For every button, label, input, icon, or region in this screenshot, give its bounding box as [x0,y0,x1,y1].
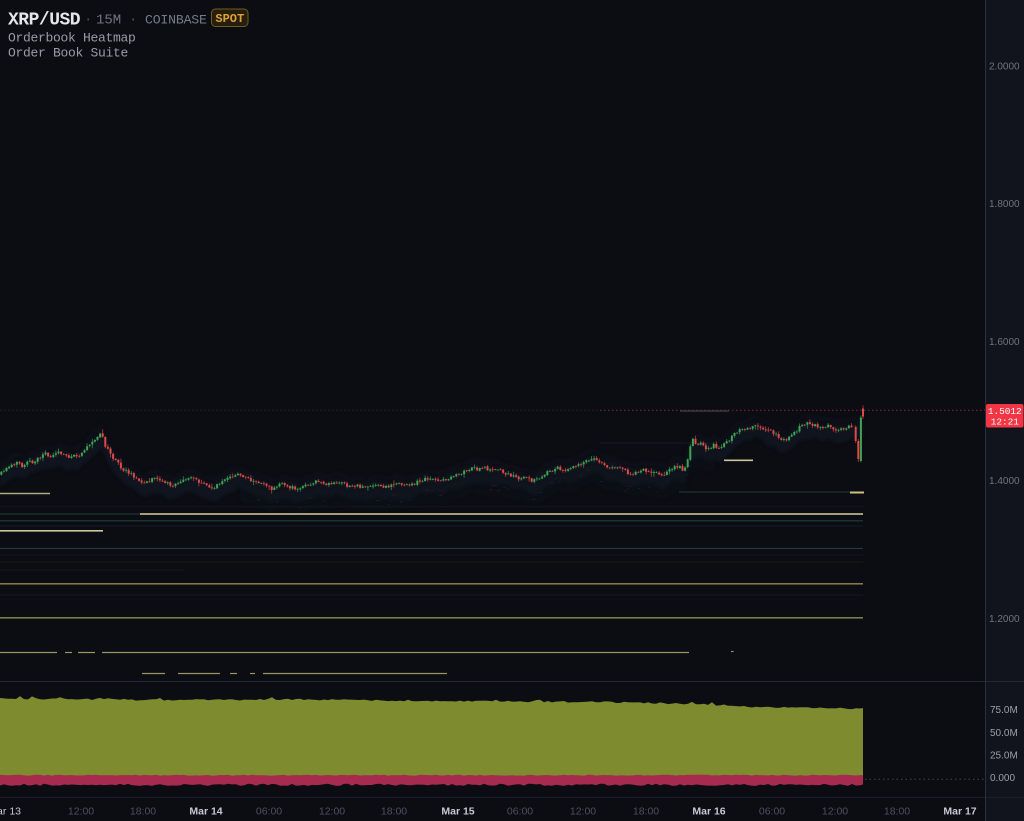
svg-text:1.6000: 1.6000 [989,337,1020,348]
svg-text:Mar 16: Mar 16 [692,806,725,818]
svg-text:Mar 17: Mar 17 [943,806,976,818]
svg-text:75.0M: 75.0M [990,705,1018,716]
svg-text:18:00: 18:00 [381,806,407,818]
svg-text:1.5012: 1.5012 [988,406,1022,417]
svg-text:18:00: 18:00 [130,806,156,818]
svg-text:·: · [84,13,92,29]
svg-text:1.4000: 1.4000 [989,476,1020,487]
svg-text:SPOT: SPOT [215,12,244,26]
svg-text:XRP/USD: XRP/USD [8,11,81,31]
svg-text:1.8000: 1.8000 [989,199,1020,210]
svg-text:·: · [129,13,137,29]
svg-text:0.000: 0.000 [990,773,1015,784]
svg-text:COINBASE: COINBASE [145,13,207,28]
svg-text:12:00: 12:00 [68,806,94,818]
svg-text:50.0M: 50.0M [990,728,1018,739]
svg-text:Mar 13: Mar 13 [0,806,21,818]
svg-text:Mar 15: Mar 15 [441,806,474,818]
svg-text:18:00: 18:00 [884,806,910,818]
svg-text:15M: 15M [96,13,121,29]
svg-text:12:00: 12:00 [319,806,345,818]
svg-text:06:00: 06:00 [256,806,282,818]
svg-text:12:00: 12:00 [822,806,848,818]
svg-text:06:00: 06:00 [507,806,533,818]
svg-text:1.2000: 1.2000 [989,614,1020,625]
svg-text:06:00: 06:00 [759,806,785,818]
svg-text:12:00: 12:00 [570,806,596,818]
svg-text:2.0000: 2.0000 [989,62,1020,73]
svg-text:18:00: 18:00 [633,806,659,818]
svg-text:12:21: 12:21 [991,416,1020,427]
svg-text:25.0M: 25.0M [990,750,1018,761]
svg-text:Orderbook Heatmap: Orderbook Heatmap [8,31,136,46]
svg-text:Mar 14: Mar 14 [189,806,222,818]
svg-text:Order Book Suite: Order Book Suite [8,46,128,61]
